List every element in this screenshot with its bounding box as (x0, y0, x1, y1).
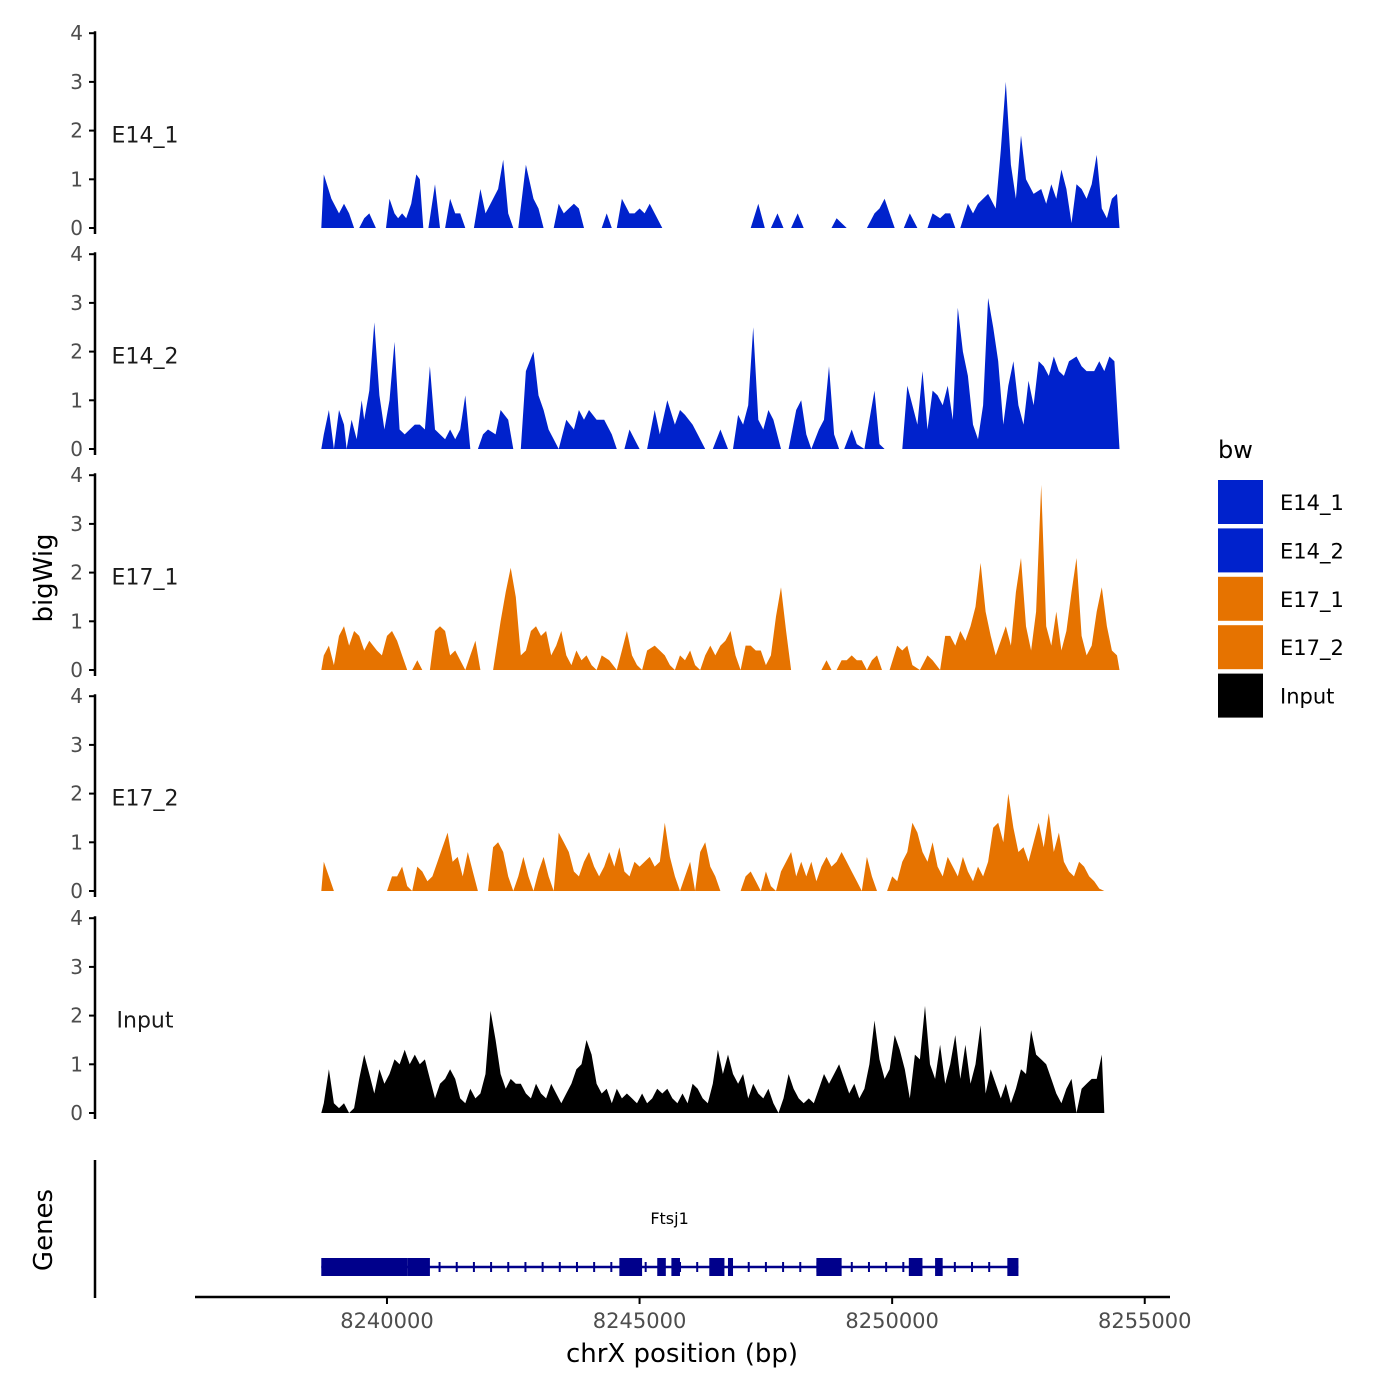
track-label: Input (117, 1009, 174, 1034)
exon (619, 1258, 643, 1276)
track-label: E17_2 (112, 787, 179, 812)
legend-label-Input: Input (1280, 685, 1334, 709)
exon (407, 1258, 430, 1276)
gene-track-label: Genes (29, 1189, 59, 1271)
exon (935, 1258, 943, 1276)
gene-Ftsj1: Ftsj1 (321, 1209, 1019, 1276)
legend-label-E17_1: E17_1 (1280, 588, 1344, 613)
y-tick-label: 1 (70, 167, 83, 191)
coverage-area-E17_2 (321, 793, 1120, 891)
y-tick-label: 3 (70, 291, 83, 315)
exon (321, 1258, 408, 1276)
y-tick-label: 1 (70, 830, 83, 854)
legend-swatch-E14_2 (1218, 528, 1263, 573)
track-E14_2: 0 1 2 3 4 E14_2 (70, 242, 1120, 461)
y-tick-label: 1 (70, 1052, 83, 1076)
y-axis-title: bigWig (29, 533, 59, 622)
y-tick-label: 0 (70, 1101, 83, 1125)
exon (709, 1258, 725, 1276)
y-tick-label: 1 (70, 388, 83, 412)
y-tick-label: 2 (70, 782, 83, 806)
coverage-area-E14_1 (321, 81, 1120, 229)
y-tick-label: 4 (70, 906, 83, 930)
gene-track: Ftsj1 (93, 1160, 1019, 1298)
track-E17_2: 0 1 2 3 4 E17_2 (70, 684, 1120, 903)
legend-label-E14_1: E14_1 (1280, 491, 1344, 516)
gene-name-label: Ftsj1 (650, 1209, 688, 1228)
y-tick-label: 2 (70, 119, 83, 143)
y-tick-label: 4 (70, 684, 83, 708)
exon (908, 1258, 923, 1276)
track-Input: 0 1 2 3 4 Input (70, 906, 1105, 1125)
y-tick-label: 4 (70, 242, 83, 266)
coverage-area-Input (321, 1005, 1105, 1113)
legend-swatch-Input (1218, 673, 1263, 718)
y-tick-label: 0 (70, 879, 83, 903)
y-tick-label: 0 (70, 437, 83, 461)
y-tick-label: 2 (70, 561, 83, 585)
y-tick-label: 3 (70, 512, 83, 536)
legend-title: bw (1218, 436, 1253, 464)
legend-swatch-E17_2 (1218, 625, 1263, 670)
y-tick-label: 3 (70, 955, 83, 979)
y-tick-label: 0 (70, 216, 83, 240)
exon (1007, 1258, 1019, 1276)
coverage-area-E17_1 (321, 484, 1120, 670)
x-axis: 8240000 8245000 8250000 8255000 (195, 1295, 1192, 1333)
x-tick-label: 8245000 (593, 1309, 687, 1333)
coverage-area-E14_2 (321, 298, 1120, 449)
track-label: E14_2 (112, 345, 179, 370)
exon (671, 1258, 680, 1276)
legend-label-E14_2: E14_2 (1280, 539, 1344, 564)
y-tick-label: 2 (70, 340, 83, 364)
y-tick-label: 4 (70, 463, 83, 487)
x-axis-title: chrX position (bp) (566, 1339, 798, 1369)
legend-swatch-E14_1 (1218, 480, 1263, 524)
y-tick-label: 2 (70, 1004, 83, 1028)
y-tick-label: 0 (70, 658, 83, 682)
track-label: E17_1 (112, 566, 179, 591)
exon (657, 1258, 666, 1276)
track-label: E14_1 (112, 124, 179, 149)
x-tick-label: 8255000 (1098, 1309, 1192, 1333)
x-tick-label: 8250000 (845, 1309, 939, 1333)
x-tick-label: 8240000 (340, 1309, 434, 1333)
y-tick-label: 3 (70, 733, 83, 757)
y-tick-label: 4 (70, 21, 83, 45)
track-E14_1: 0 1 2 3 4 E14_1 (70, 21, 1120, 240)
exon (727, 1258, 734, 1276)
legend-label-E17_2: E17_2 (1280, 636, 1344, 661)
y-tick-label: 3 (70, 70, 83, 94)
exon (816, 1258, 842, 1276)
y-tick-label: 1 (70, 609, 83, 633)
track-E17_1: 0 1 2 3 4 E17_1 (70, 463, 1120, 682)
legend-swatch-E17_1 (1218, 576, 1263, 621)
legend: bw E14_1 E14_2 E17_1 E17_2 Input (1218, 436, 1344, 718)
coverage-tracks: 0 1 2 3 4 E14_1 0 1 2 3 4 E14_2 0 1 2 3 4 E17_1 0 1 2 3 4 E17_2… (70, 21, 1120, 1125)
